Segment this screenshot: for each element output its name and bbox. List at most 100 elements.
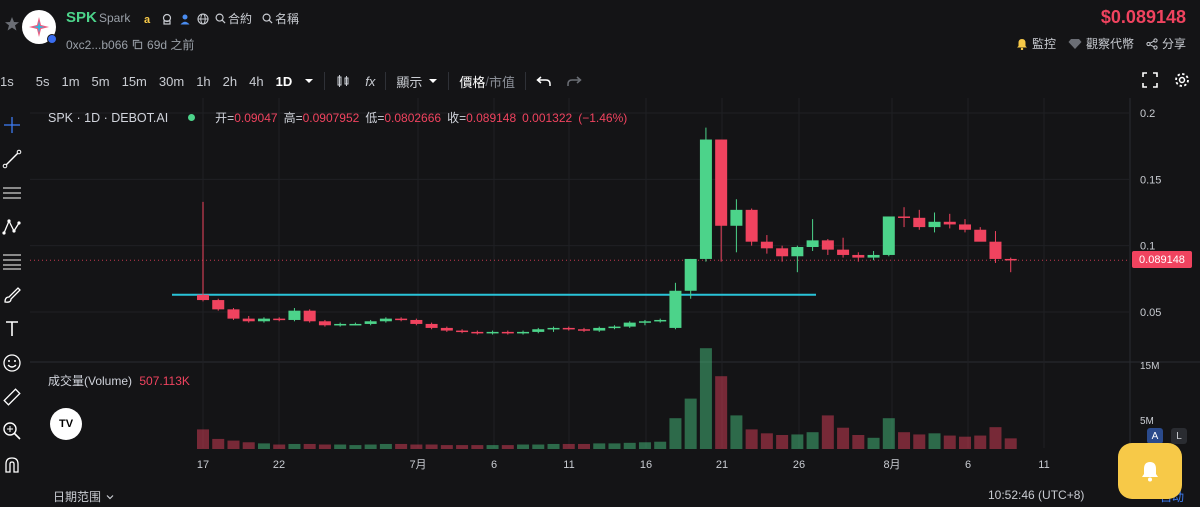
- timeframe-1d[interactable]: 1D: [275, 73, 293, 89]
- share-button[interactable]: 分享: [1146, 35, 1186, 52]
- chef-icon[interactable]: [161, 13, 173, 25]
- volume-bar: [547, 443, 560, 449]
- toolbar-divider: [385, 72, 387, 90]
- volume-bar: [593, 443, 606, 449]
- candle-body: [242, 318, 255, 322]
- fib-tool[interactable]: [0, 244, 24, 278]
- globe-icon[interactable]: [197, 12, 209, 25]
- text-tool[interactable]: [0, 312, 24, 346]
- candle-type-icon[interactable]: [335, 73, 351, 89]
- candle-body: [379, 318, 392, 322]
- volume-bar: [501, 445, 514, 449]
- pattern-tool[interactable]: [0, 210, 24, 244]
- display-dropdown[interactable]: 顯示: [396, 72, 438, 91]
- log-scale-l-button[interactable]: L: [1171, 428, 1187, 444]
- aave-icon[interactable]: a: [143, 13, 155, 25]
- alert-floating-button[interactable]: [1118, 443, 1182, 499]
- auto-scale-a-button[interactable]: A: [1147, 428, 1163, 444]
- brush-tool[interactable]: [0, 278, 24, 312]
- candle-body: [898, 216, 911, 218]
- candle-body: [410, 319, 423, 324]
- clock[interactable]: 10:52:46 (UTC+8): [988, 488, 1085, 502]
- x-axis-tick-label: 11: [563, 459, 574, 471]
- brush-icon: [4, 287, 21, 303]
- date-range-dropdown[interactable]: 日期范围: [53, 488, 115, 505]
- candle-body: [456, 330, 469, 333]
- candle-body: [517, 331, 530, 334]
- candle-body: [257, 318, 270, 322]
- volume-bar: [197, 429, 209, 449]
- share-label: 分享: [1161, 37, 1186, 51]
- volume-bar: [623, 442, 636, 449]
- magnet-tool[interactable]: [0, 448, 24, 482]
- redo-icon[interactable]: [566, 74, 582, 88]
- horizontal-lines-tool[interactable]: [0, 176, 24, 210]
- settings-gear-icon[interactable]: [1174, 72, 1190, 88]
- monitor-button[interactable]: 監控: [1016, 35, 1056, 52]
- candle-body: [791, 246, 804, 257]
- candle-body: [776, 248, 789, 257]
- watch-token-button[interactable]: 觀察代幣: [1068, 35, 1134, 52]
- price-mcap-divider: /: [485, 73, 489, 89]
- token-header: SPK Spark a 合約 名稱 0xc2...b066 69d 之前 $0.…: [0, 0, 1200, 60]
- candle-body: [593, 327, 606, 331]
- trendline-tool[interactable]: [0, 142, 24, 176]
- candle-body: [578, 329, 590, 331]
- candle-body: [486, 331, 499, 334]
- volume-bar: [867, 437, 880, 449]
- high-value: 0.0907952: [302, 110, 360, 125]
- candle-body: [547, 327, 560, 330]
- svg-text:a: a: [144, 14, 151, 25]
- fullscreen-icon[interactable]: [1142, 72, 1158, 88]
- copy-icon[interactable]: [132, 39, 143, 50]
- timeframe-5m[interactable]: 5m: [91, 73, 110, 89]
- timeframe-2h[interactable]: 2h: [222, 73, 238, 89]
- timeframe-15m[interactable]: 15m: [121, 73, 147, 89]
- open-value: 0.09047: [234, 110, 278, 125]
- favorite-star-icon[interactable]: [4, 16, 20, 32]
- search-name-button[interactable]: 名稱: [262, 10, 299, 27]
- timeframe-dropdown-icon[interactable]: [304, 76, 314, 86]
- search-contract-button[interactable]: 合約: [215, 10, 252, 27]
- crosshair-icon: [4, 117, 20, 133]
- timeframe-4h[interactable]: 4h: [249, 73, 264, 89]
- volume-bar: [882, 418, 895, 449]
- candle-body: [745, 209, 758, 242]
- ruler-icon: [3, 388, 21, 406]
- volume-bar: [257, 443, 270, 449]
- volume-bar: [1004, 438, 1017, 449]
- emoji-tool[interactable]: [0, 346, 24, 380]
- indicators-button[interactable]: fx: [365, 73, 376, 89]
- user-icon[interactable]: [179, 13, 191, 25]
- price-chart[interactable]: 0.2 0.15 0.1 0.05 15M 5M 17 22 7月 6 11 16 21 26 8月 6 11: [30, 98, 1200, 478]
- x-axis-tick-label: 16: [640, 459, 652, 471]
- crosshair-tool[interactable]: [0, 108, 24, 142]
- spark-logo-icon: [29, 17, 49, 37]
- volume-bar: [898, 432, 911, 449]
- chart-title: SPK · 1D · DEBOT.AI: [48, 110, 169, 125]
- undo-icon[interactable]: [536, 74, 552, 88]
- zoom-tool[interactable]: [0, 414, 24, 448]
- candle-body: [913, 217, 926, 228]
- volume-label: 成交量(Volume): [48, 374, 133, 388]
- candle-body: [943, 221, 956, 225]
- timeframe-1s[interactable]: 1s: [0, 73, 14, 89]
- volume-bar: [318, 444, 331, 449]
- price-toggle[interactable]: 價格: [459, 74, 486, 90]
- timeframe-1h[interactable]: 1h: [196, 73, 211, 89]
- candle-body: [334, 323, 347, 326]
- volume-bar: [913, 434, 926, 449]
- display-label: 顯示: [396, 74, 423, 90]
- timeframe-1m[interactable]: 1m: [61, 73, 80, 89]
- toolbar-right-actions: [1142, 72, 1190, 88]
- tradingview-logo[interactable]: TV: [50, 408, 82, 440]
- timeframe-5s[interactable]: 5s: [35, 73, 50, 89]
- candle-body: [471, 331, 484, 334]
- volume-bar: [776, 435, 789, 449]
- ruler-tool[interactable]: [0, 380, 24, 414]
- date-range-label: 日期范围: [53, 490, 102, 504]
- candle-body: [928, 221, 941, 228]
- x-axis-tick-label: 26: [793, 459, 805, 471]
- timeframe-30m[interactable]: 30m: [158, 73, 185, 89]
- mcap-toggle[interactable]: 市值: [489, 74, 516, 90]
